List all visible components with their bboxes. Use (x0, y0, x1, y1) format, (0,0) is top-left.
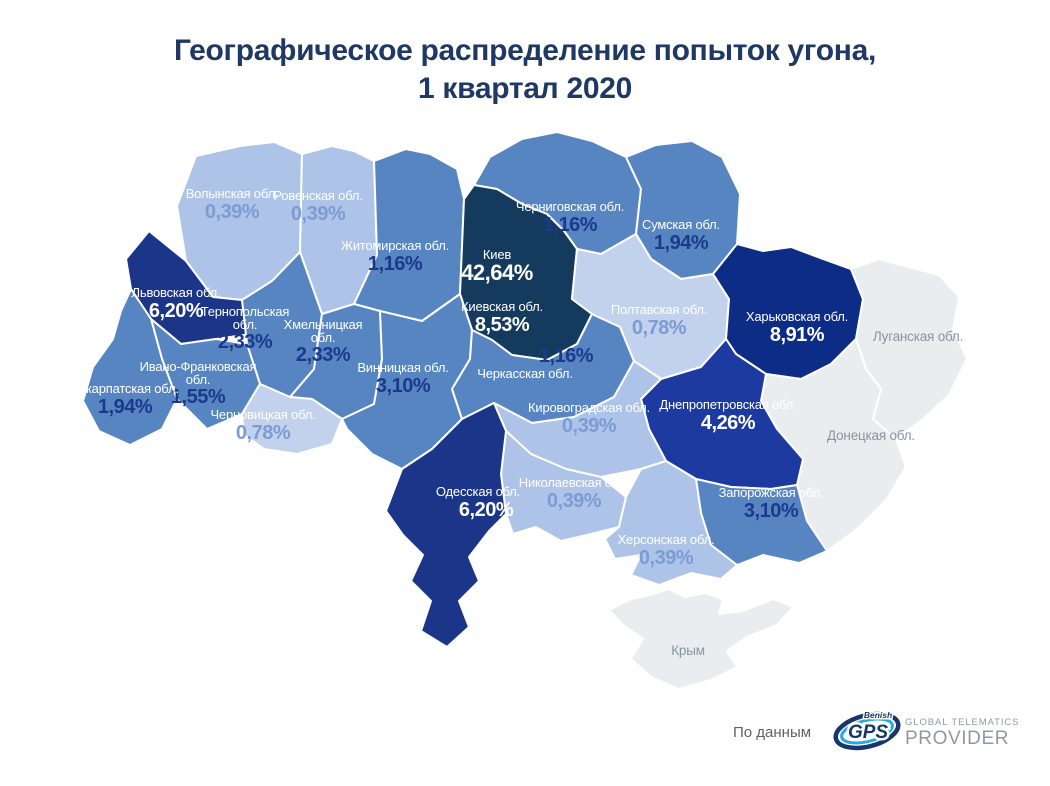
logo-tagline: GLOBAL TELEMATICS PROVIDER (905, 717, 1019, 750)
logo-swoosh (833, 711, 901, 751)
region-kherson-shape (604, 460, 738, 586)
logo-gps-text: GPS (848, 722, 888, 743)
region-crimea-shape (608, 588, 794, 690)
region-odesa-shape (385, 402, 507, 648)
region-zakarpattia-shape (82, 288, 178, 446)
logo-benish-text: Benish (864, 710, 892, 720)
tagline-line-1: GLOBAL TELEMATICS (905, 717, 1020, 728)
benish-gps-logo: GPS Benish (833, 709, 901, 751)
page-title: Географическое распределение попыток уго… (0, 32, 1050, 108)
region-lviv-shape (125, 230, 264, 345)
region-chernivtsi-shape (241, 383, 343, 455)
attribution-text: По данным (733, 724, 812, 741)
title-line-2: 1 квартал 2020 (417, 72, 632, 105)
title-line-1: Географическое распределение попыток уго… (173, 34, 877, 67)
tagline-line-2: PROVIDER (905, 728, 1010, 749)
